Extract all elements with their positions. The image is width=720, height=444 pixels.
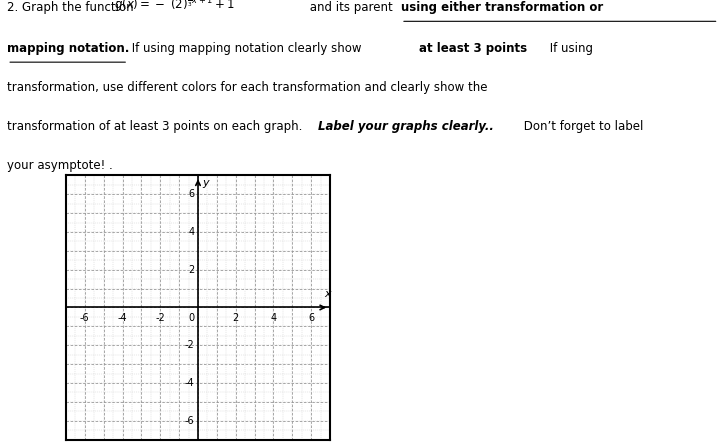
Text: transformation of at least 3 points on each graph.: transformation of at least 3 points on e…: [7, 120, 306, 133]
Text: x: x: [324, 289, 330, 299]
Text: -4: -4: [184, 378, 194, 388]
Text: using either transformation or: using either transformation or: [401, 1, 603, 14]
Text: mapping notation.: mapping notation.: [7, 42, 130, 55]
Text: If using: If using: [546, 42, 593, 55]
Text: $g(x) =-\ (2)^{\frac{1}{3}x+1}+1$: $g(x) =-\ (2)^{\frac{1}{3}x+1}+1$: [114, 0, 235, 14]
Text: 6: 6: [308, 313, 315, 323]
Text: y: y: [203, 178, 210, 188]
Text: 0: 0: [188, 313, 194, 323]
Text: 2: 2: [188, 265, 194, 275]
Text: 2: 2: [233, 313, 239, 323]
Text: 2. Graph the function: 2. Graph the function: [7, 1, 138, 14]
Text: -4: -4: [117, 313, 127, 323]
Text: and its parent: and its parent: [306, 1, 397, 14]
Text: -2: -2: [184, 340, 194, 350]
Text: 6: 6: [188, 189, 194, 199]
Text: your asymptote! .: your asymptote! .: [7, 159, 113, 172]
Text: If using mapping notation clearly show: If using mapping notation clearly show: [128, 42, 366, 55]
Text: at least 3 points: at least 3 points: [419, 42, 527, 55]
Text: -6: -6: [184, 416, 194, 426]
Text: -2: -2: [156, 313, 165, 323]
Text: Don’t forget to label: Don’t forget to label: [520, 120, 643, 133]
Text: 4: 4: [188, 227, 194, 237]
Text: -6: -6: [80, 313, 89, 323]
Text: transformation, use different colors for each transformation and clearly show th: transformation, use different colors for…: [7, 81, 487, 94]
Text: 4: 4: [271, 313, 276, 323]
Text: Label your graphs clearly..: Label your graphs clearly..: [318, 120, 494, 133]
